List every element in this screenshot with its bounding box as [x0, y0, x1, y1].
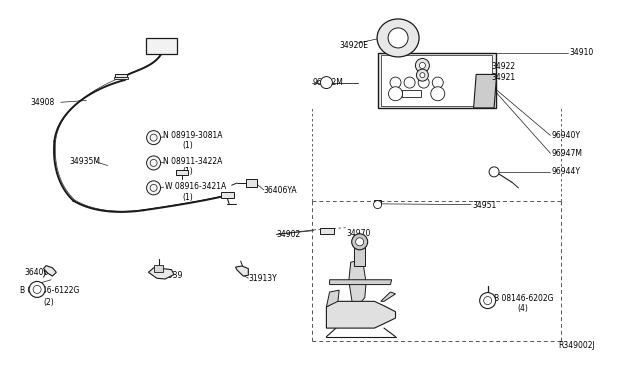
Text: 36406Y: 36406Y: [24, 268, 53, 277]
Circle shape: [415, 58, 429, 73]
Text: (4): (4): [517, 304, 528, 313]
Circle shape: [352, 234, 368, 250]
Circle shape: [432, 77, 444, 88]
Polygon shape: [381, 292, 396, 301]
Text: 34970: 34970: [347, 229, 371, 238]
Circle shape: [404, 77, 415, 88]
Polygon shape: [330, 280, 392, 285]
Text: 34908: 34908: [31, 98, 55, 107]
Circle shape: [388, 87, 403, 101]
Polygon shape: [148, 268, 174, 279]
Text: 96947M: 96947M: [552, 149, 582, 158]
Text: N 08911-3422A: N 08911-3422A: [163, 157, 223, 166]
Circle shape: [489, 167, 499, 177]
Text: 34902: 34902: [276, 230, 301, 239]
Circle shape: [147, 156, 161, 170]
Circle shape: [147, 131, 161, 145]
Circle shape: [374, 201, 381, 209]
Bar: [374, 200, 381, 203]
Text: W 08916-3421A: W 08916-3421A: [165, 182, 227, 191]
Polygon shape: [326, 301, 396, 328]
Text: 34951: 34951: [472, 201, 497, 210]
Bar: [402, 90, 421, 97]
Circle shape: [418, 77, 429, 88]
Circle shape: [147, 181, 161, 195]
Polygon shape: [44, 266, 56, 276]
Circle shape: [33, 285, 41, 294]
Circle shape: [29, 281, 45, 298]
Text: B 08146-6122G: B 08146-6122G: [20, 286, 80, 295]
Circle shape: [388, 28, 408, 48]
Circle shape: [420, 73, 425, 78]
Circle shape: [321, 77, 332, 89]
Text: 96942M: 96942M: [312, 78, 343, 87]
Text: (1): (1): [182, 141, 193, 150]
Text: 34920E: 34920E: [339, 41, 368, 50]
Circle shape: [150, 134, 157, 141]
Text: (1): (1): [182, 167, 193, 176]
Bar: [176, 170, 188, 175]
Bar: [320, 228, 334, 234]
Bar: [246, 179, 257, 187]
Circle shape: [390, 77, 401, 88]
Text: 34922: 34922: [492, 62, 516, 71]
Text: 34921: 34921: [492, 73, 516, 82]
Bar: [115, 74, 127, 77]
Circle shape: [150, 160, 157, 166]
Circle shape: [419, 62, 426, 68]
Polygon shape: [236, 266, 248, 276]
Text: 96944Y: 96944Y: [552, 167, 580, 176]
Text: R349002J: R349002J: [558, 341, 595, 350]
Bar: [114, 77, 128, 79]
Bar: [381, 55, 492, 106]
Circle shape: [150, 185, 157, 191]
Polygon shape: [349, 260, 366, 301]
Circle shape: [480, 292, 496, 309]
Text: B 08146-6202G: B 08146-6202G: [494, 294, 554, 303]
Text: (1): (1): [182, 193, 193, 202]
Bar: [154, 265, 163, 272]
Bar: [221, 192, 234, 198]
Text: 36406YA: 36406YA: [264, 186, 298, 195]
Circle shape: [484, 296, 492, 305]
Text: 34939: 34939: [159, 271, 183, 280]
Circle shape: [431, 87, 445, 101]
Polygon shape: [474, 74, 497, 108]
Bar: [146, 38, 177, 54]
Circle shape: [356, 238, 364, 246]
Circle shape: [417, 69, 428, 81]
Text: (2): (2): [44, 298, 54, 307]
Text: 31913Y: 31913Y: [248, 274, 277, 283]
Text: 96940Y: 96940Y: [552, 131, 580, 140]
Bar: [354, 246, 365, 266]
Text: 34935M: 34935M: [69, 157, 100, 166]
Bar: [378, 53, 496, 108]
Polygon shape: [326, 290, 339, 307]
Text: N 08919-3081A: N 08919-3081A: [163, 131, 223, 140]
Ellipse shape: [377, 19, 419, 57]
Text: 34910: 34910: [570, 48, 594, 57]
